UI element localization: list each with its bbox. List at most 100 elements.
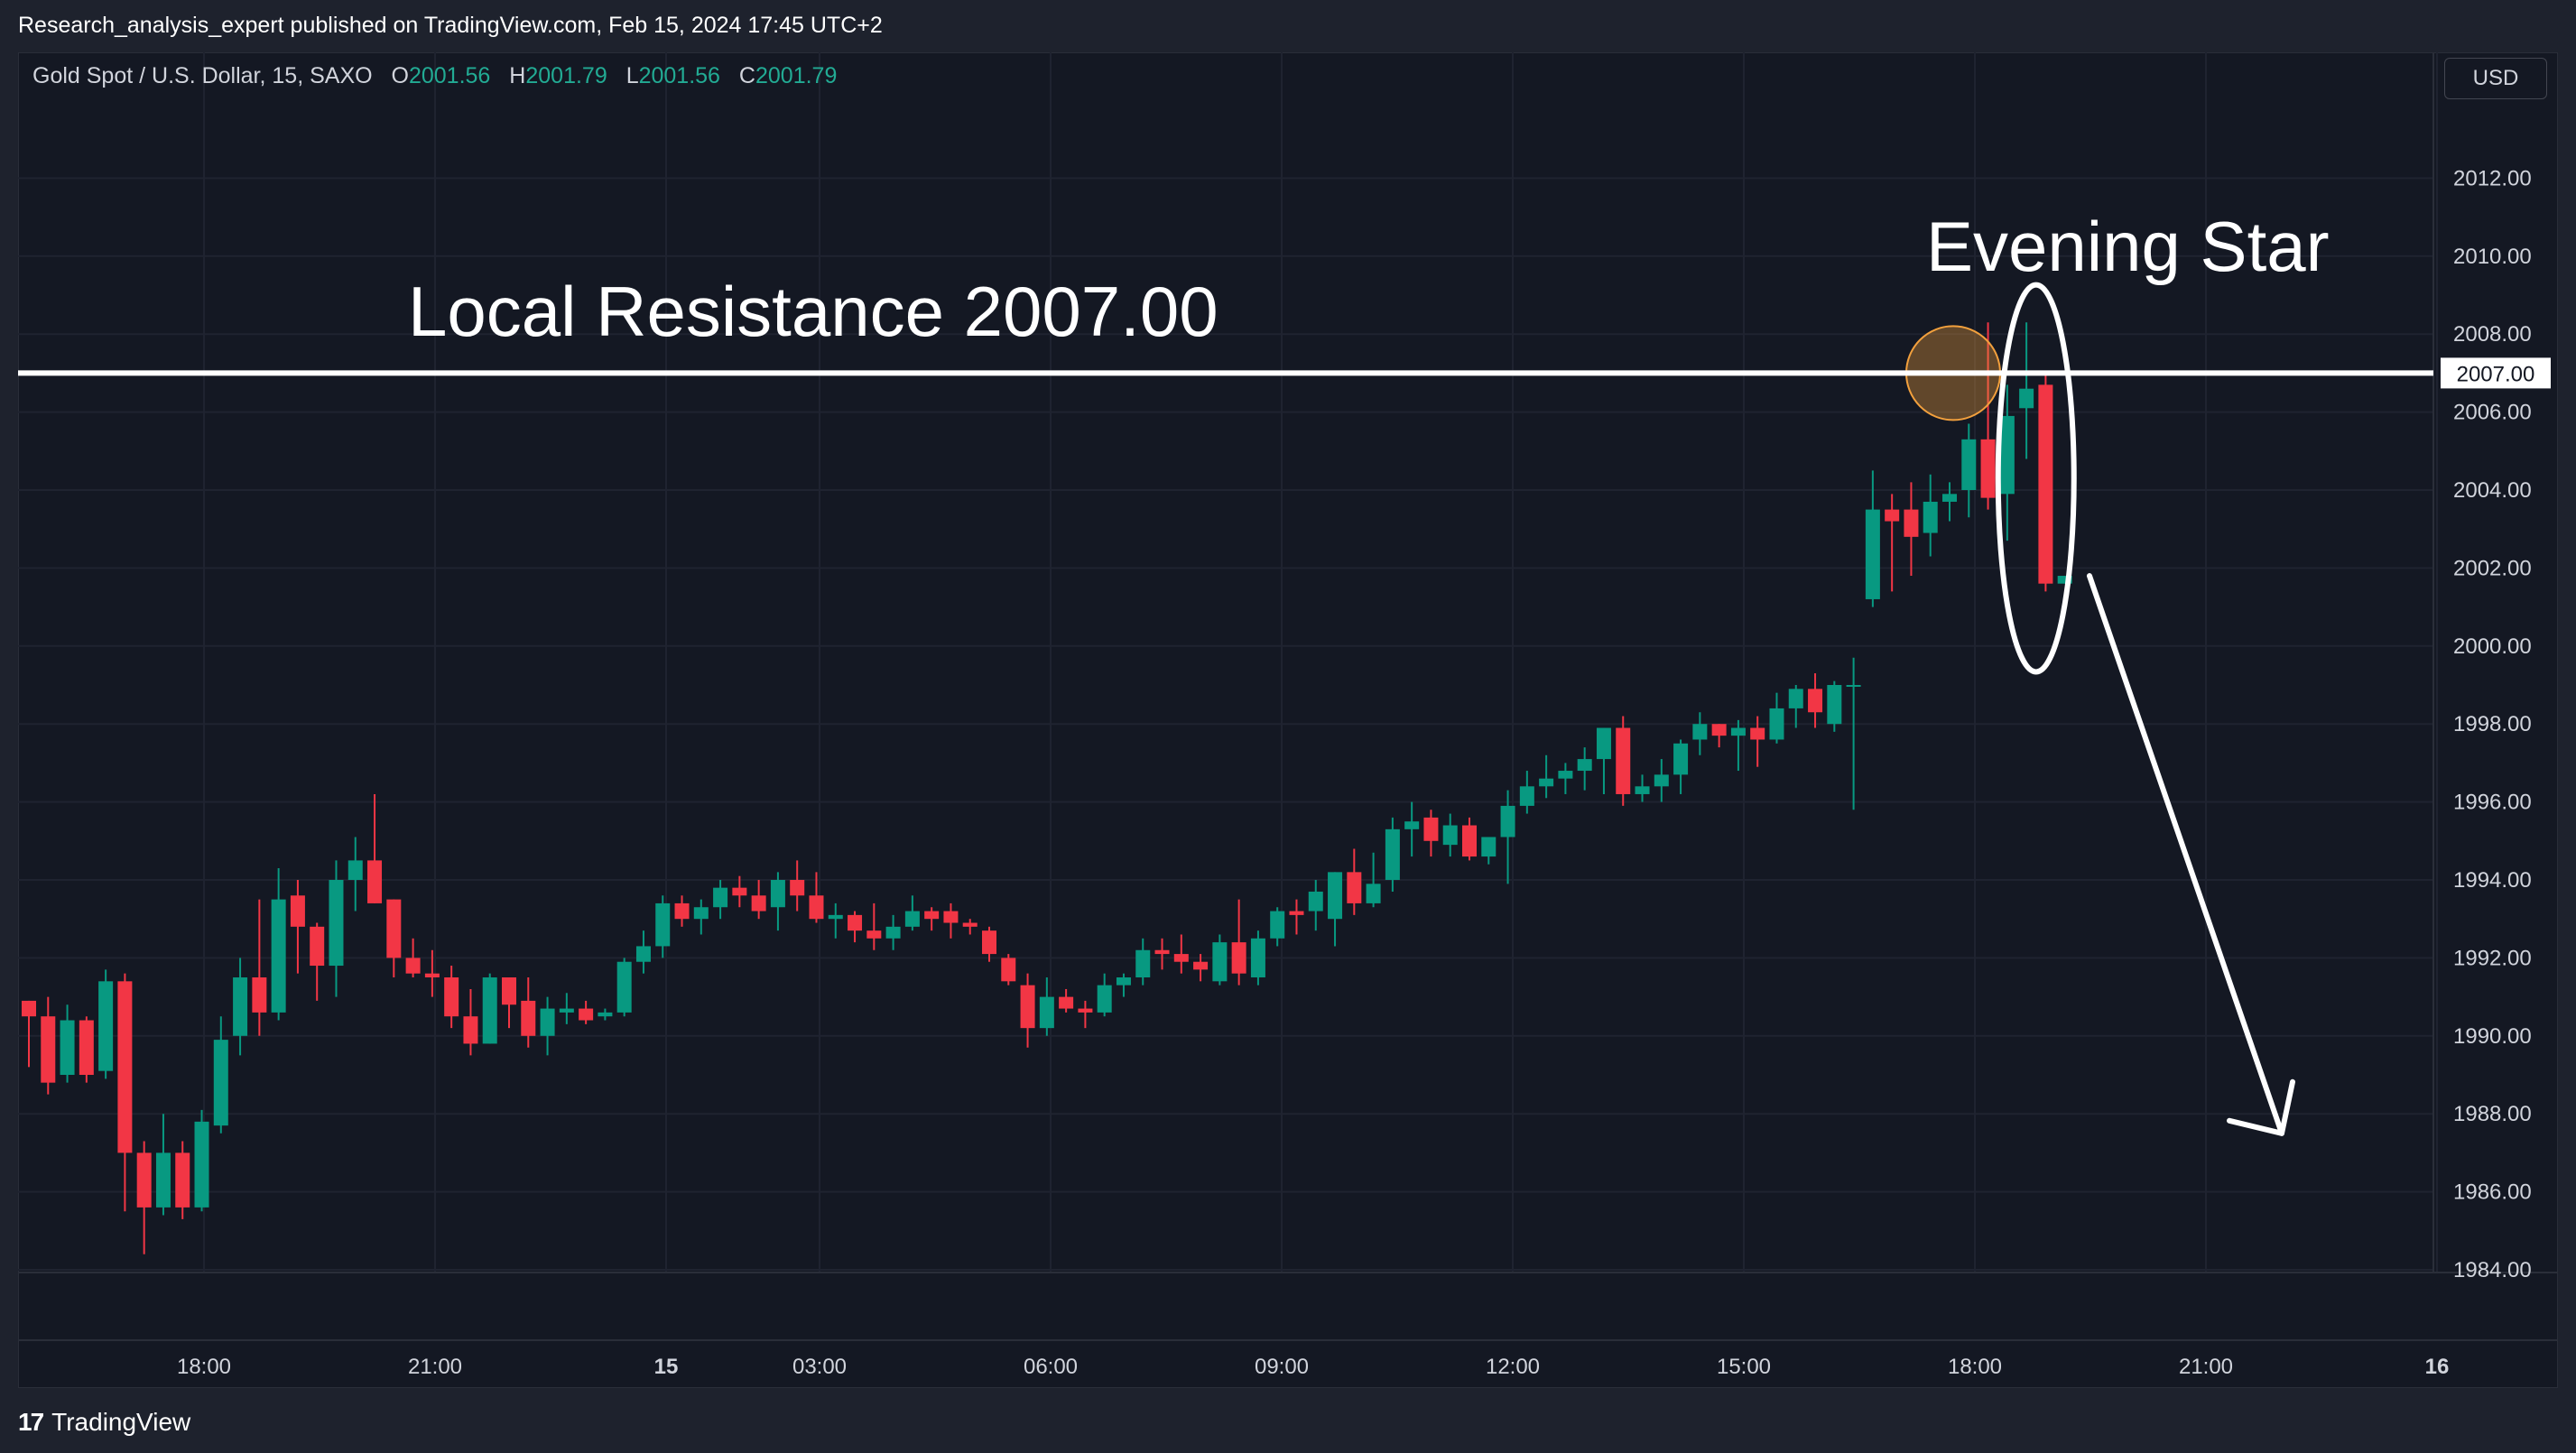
x-tick-label: 06:00	[1024, 1355, 1078, 1379]
forecast-arrow-shaft	[2086, 573, 2284, 1136]
candle-body-down	[175, 1152, 190, 1208]
top-bar: Research_analysis_expert published on Tr…	[0, 0, 2576, 52]
candle-body-down	[1885, 509, 1900, 522]
y-tick-label: 2002.00	[2453, 556, 2532, 580]
y-tick-label: 2006.00	[2453, 401, 2532, 425]
candle-body-up	[1596, 727, 1611, 760]
candle-body-up	[540, 1008, 555, 1036]
low-value: 2001.56	[638, 63, 720, 88]
candle-body-down	[1980, 439, 1996, 498]
candle-body-up	[1769, 708, 1784, 740]
candle-body-up	[904, 911, 920, 927]
candle-body-up	[1788, 689, 1803, 708]
candle-body-up	[1827, 685, 1842, 725]
candle-body-up	[271, 899, 286, 1013]
candle-body-down	[405, 958, 421, 974]
candle-body-up	[1999, 415, 2015, 495]
open-label: O	[391, 63, 409, 88]
y-tick-label: 2004.00	[2453, 478, 2532, 503]
candle-body-up	[1846, 685, 1861, 687]
candle-body-up	[1116, 977, 1131, 986]
candle-body-up	[2057, 576, 2072, 584]
candle-body-up	[213, 1040, 228, 1126]
candle-body-down	[1904, 509, 1919, 537]
forecast-arrow-head	[2227, 1078, 2295, 1136]
candle-body-up	[1673, 743, 1689, 775]
candle-body-down	[502, 977, 516, 1005]
candle-body-down	[1289, 911, 1304, 915]
close-value: 2001.79	[755, 63, 838, 88]
candle-body-down	[22, 1000, 36, 1017]
candle-body-up	[828, 914, 843, 920]
candle-body-up	[1308, 891, 1323, 912]
candle-body-down	[732, 887, 747, 896]
candle-body-up	[1692, 724, 1708, 740]
candle-body-down	[2038, 384, 2053, 584]
candle-body-down	[1616, 727, 1631, 794]
candle-body-down	[463, 1016, 478, 1044]
resistance-price-tag	[2441, 357, 2551, 389]
candle-body-up	[1923, 501, 1938, 533]
candle-body-down	[1001, 958, 1016, 982]
currency-button[interactable]: USD	[2444, 58, 2547, 99]
candle-body-up	[1519, 786, 1534, 806]
candle-body-down	[444, 977, 459, 1017]
x-tick-label: 15	[654, 1355, 679, 1379]
candle-body-up	[1635, 786, 1650, 794]
x-tick-label: 21:00	[2179, 1355, 2233, 1379]
candle-body-up	[155, 1152, 171, 1208]
x-tick-label: 21:00	[408, 1355, 462, 1379]
candle-body-down	[1808, 689, 1823, 713]
candle-body-up	[1865, 509, 1880, 599]
resistance-price-label: 2007.00	[2457, 362, 2535, 386]
annotation-local-resistance: Local Resistance 2007.00	[408, 272, 1219, 351]
chart-panel[interactable]	[18, 52, 2558, 1388]
candle-body-up	[60, 1020, 75, 1075]
x-tick-label: 18:00	[177, 1355, 231, 1379]
candle-body-down	[866, 930, 882, 939]
candle-body-up	[713, 887, 728, 908]
candle-body-down	[1078, 1008, 1093, 1013]
candle-body-down	[1193, 961, 1209, 970]
y-tick-label: 1984.00	[2453, 1258, 2532, 1282]
candle-body-up	[598, 1012, 613, 1017]
x-tick-label: 12:00	[1486, 1355, 1540, 1379]
candle-body-up	[1366, 884, 1381, 903]
candle-body-down	[1231, 942, 1246, 974]
candle-body-up	[1942, 494, 1957, 502]
candle-body-up	[1481, 837, 1496, 857]
candle-body-up	[1385, 828, 1400, 880]
y-tick-label: 1992.00	[2453, 946, 2532, 970]
candle-body-down	[41, 1016, 56, 1083]
candle-body-up	[1039, 996, 1054, 1029]
footer-brand[interactable]: 17 TradingView	[18, 1408, 190, 1437]
candle-body-up	[616, 961, 632, 1013]
y-tick-label: 1994.00	[2453, 868, 2532, 893]
candle-body-down	[982, 930, 996, 955]
high-value: 2001.79	[525, 63, 607, 88]
candle-body-up	[347, 860, 363, 880]
x-tick-label: 16	[2425, 1355, 2450, 1379]
candle-body-down	[117, 981, 133, 1153]
annotation-evening-star: Evening Star	[1926, 207, 2330, 286]
candle-body-up	[1500, 805, 1515, 838]
candle-body-up	[1250, 938, 1265, 977]
symbol-legend: Gold Spot / U.S. Dollar, 15, SAXO O2001.…	[32, 63, 837, 89]
candle-body-down	[1020, 985, 1035, 1029]
candle-body-down	[674, 902, 690, 920]
candle-body-up	[885, 926, 901, 939]
candle-body-up	[1730, 727, 1746, 736]
candle-body-down	[1423, 817, 1439, 841]
candle-body-up	[233, 977, 248, 1036]
candle-body-down	[751, 895, 766, 912]
candle-body-up	[194, 1121, 209, 1208]
brand-name: TradingView	[51, 1408, 191, 1436]
candle-body-down	[521, 1000, 536, 1036]
y-tick-label: 2008.00	[2453, 322, 2532, 347]
candle-body-up	[1539, 778, 1554, 787]
x-tick-label: 03:00	[792, 1355, 847, 1379]
candle-body-up	[1097, 985, 1112, 1013]
candle-body-up	[635, 946, 651, 962]
candle-body-up	[559, 1008, 574, 1013]
